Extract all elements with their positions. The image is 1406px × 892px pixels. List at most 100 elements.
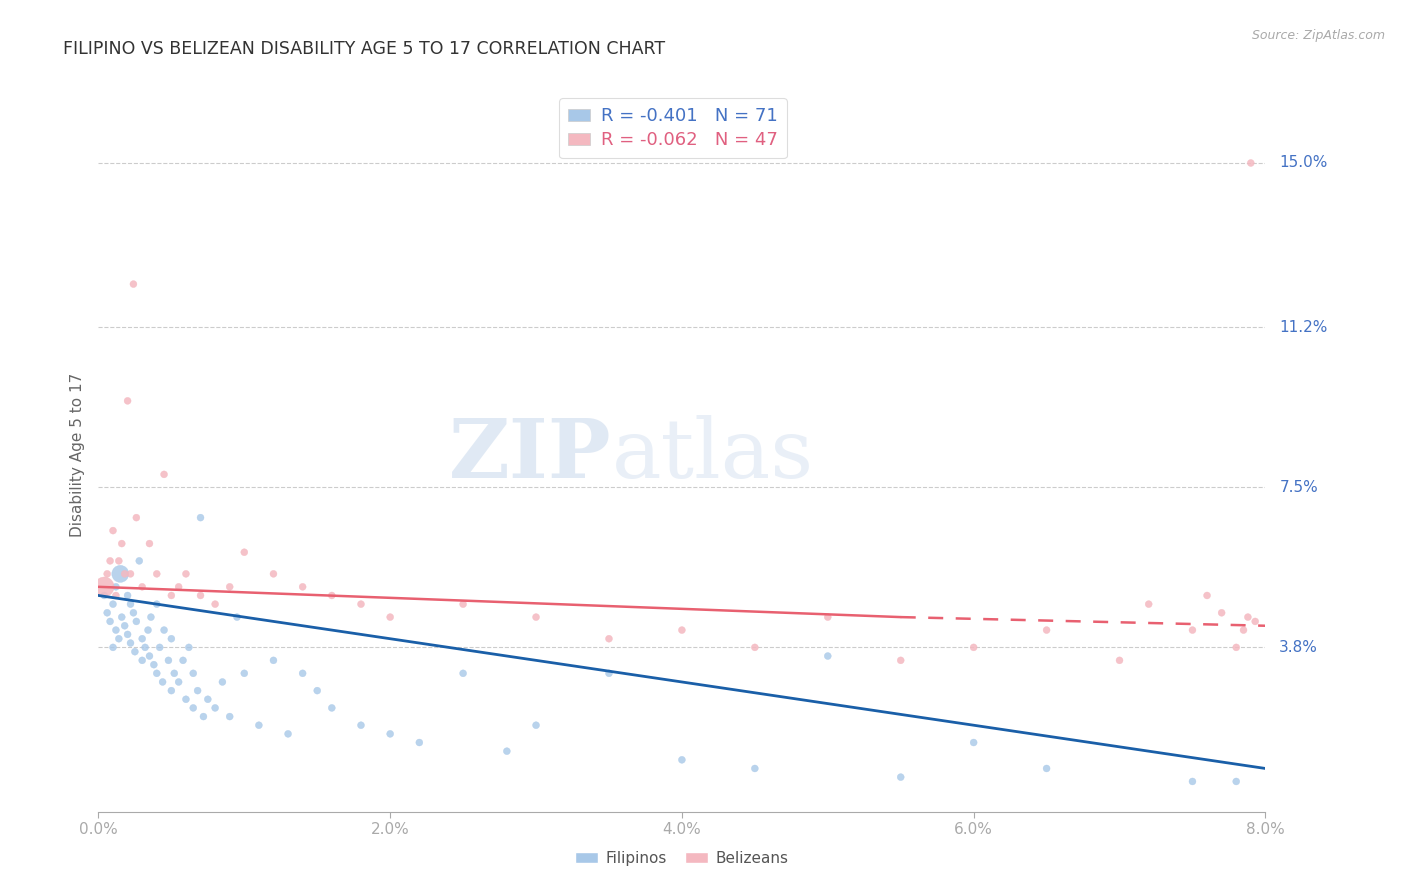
Point	[174, 692, 197, 706]
Point	[96, 566, 118, 581]
Point	[1181, 774, 1204, 789]
Point	[181, 701, 204, 715]
Point	[598, 666, 620, 681]
Point	[117, 627, 139, 641]
Point	[117, 393, 139, 408]
Point	[350, 597, 373, 611]
Point	[120, 566, 142, 581]
Point	[262, 566, 284, 581]
Point	[134, 640, 156, 655]
Point	[146, 597, 169, 611]
Point	[890, 653, 912, 667]
Point	[197, 692, 219, 706]
Point	[124, 645, 146, 659]
Point	[1108, 653, 1130, 667]
Text: 3.8%: 3.8%	[1279, 640, 1319, 655]
Point	[160, 589, 183, 603]
Point	[110, 566, 132, 581]
Point	[226, 610, 249, 624]
Point	[1181, 623, 1204, 637]
Point	[1211, 606, 1233, 620]
Point	[1035, 623, 1057, 637]
Point	[122, 606, 145, 620]
Point	[104, 580, 127, 594]
Point	[291, 580, 314, 594]
Point	[93, 589, 115, 603]
Point	[131, 632, 153, 646]
Point	[193, 709, 215, 723]
Point	[131, 653, 153, 667]
Point	[218, 709, 240, 723]
Text: Source: ZipAtlas.com: Source: ZipAtlas.com	[1251, 29, 1385, 42]
Point	[172, 653, 194, 667]
Point	[218, 580, 240, 594]
Point	[98, 554, 121, 568]
Point	[101, 597, 124, 611]
Point	[408, 735, 430, 749]
Point	[671, 753, 693, 767]
Point	[108, 554, 131, 568]
Point	[962, 735, 984, 749]
Point	[524, 718, 547, 732]
Point	[104, 623, 127, 637]
Point	[1225, 774, 1247, 789]
Point	[321, 589, 343, 603]
Point	[101, 640, 124, 655]
Point	[120, 636, 142, 650]
Point	[1225, 640, 1247, 655]
Point	[378, 610, 402, 624]
Point	[101, 524, 124, 538]
Point	[93, 580, 115, 594]
Text: atlas: atlas	[612, 415, 814, 495]
Text: FILIPINO VS BELIZEAN DISABILITY AGE 5 TO 17 CORRELATION CHART: FILIPINO VS BELIZEAN DISABILITY AGE 5 TO…	[63, 40, 665, 58]
Point	[524, 610, 547, 624]
Point	[962, 640, 984, 655]
Point	[125, 510, 148, 524]
Point	[321, 701, 343, 715]
Point	[451, 597, 474, 611]
Point	[307, 683, 329, 698]
Point	[177, 640, 200, 655]
Point	[744, 762, 766, 776]
Point	[104, 589, 127, 603]
Point	[111, 610, 134, 624]
Point	[495, 744, 517, 758]
Point	[139, 610, 162, 624]
Point	[1232, 623, 1254, 637]
Point	[157, 653, 180, 667]
Point	[136, 623, 159, 637]
Point	[451, 666, 474, 681]
Point	[96, 606, 118, 620]
Point	[211, 675, 233, 690]
Text: 15.0%: 15.0%	[1279, 155, 1327, 170]
Point	[138, 648, 160, 663]
Point	[204, 701, 226, 715]
Point	[120, 597, 142, 611]
Point	[233, 545, 256, 559]
Point	[190, 510, 212, 524]
Point	[1195, 589, 1218, 603]
Point	[167, 580, 190, 594]
Point	[247, 718, 270, 732]
Point	[262, 653, 284, 667]
Point	[114, 619, 136, 633]
Point	[125, 615, 148, 629]
Point	[1244, 615, 1267, 629]
Point	[146, 566, 169, 581]
Point	[277, 727, 299, 741]
Point	[114, 566, 136, 581]
Y-axis label: Disability Age 5 to 17: Disability Age 5 to 17	[69, 373, 84, 537]
Point	[190, 589, 212, 603]
Point	[142, 657, 165, 672]
Point	[671, 623, 693, 637]
Point	[138, 536, 160, 550]
Point	[153, 623, 176, 637]
Text: ZIP: ZIP	[450, 415, 612, 495]
Point	[187, 683, 209, 698]
Point	[1137, 597, 1160, 611]
Point	[149, 640, 172, 655]
Point	[160, 632, 183, 646]
Point	[817, 648, 839, 663]
Point	[181, 666, 204, 681]
Point	[1240, 156, 1263, 170]
